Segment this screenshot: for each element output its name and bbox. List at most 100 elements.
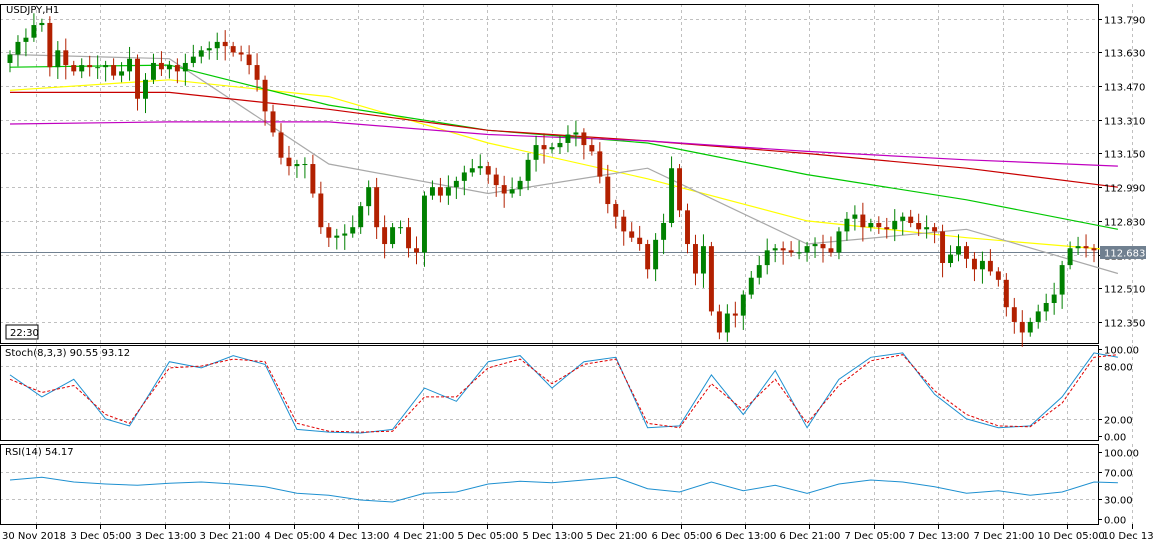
candle-body xyxy=(637,237,643,245)
stoch-label: Stoch(8,3,3) 90.55 93.12 xyxy=(5,348,130,359)
candle-body xyxy=(509,189,515,194)
candle-body xyxy=(964,246,969,259)
candle-body xyxy=(1035,311,1041,322)
y-tick-label: 20.00 xyxy=(1104,416,1133,427)
candle-body xyxy=(23,37,29,42)
candle-body xyxy=(740,294,746,316)
candle-body xyxy=(908,216,914,223)
candle-body xyxy=(525,159,531,181)
price-axis: 113.790 113.630 113.470 113.310 113.150 112.9… xyxy=(1098,16,1145,527)
candle-body xyxy=(971,258,977,270)
grid-lines xyxy=(0,4,1133,524)
x-tick-label: 5 Dec 05:00 xyxy=(458,531,519,542)
candle-body xyxy=(1011,307,1017,322)
candle-body xyxy=(198,50,204,57)
symbol-label: USDJPY,H1 xyxy=(6,5,59,16)
candle-body xyxy=(358,206,364,228)
candle-body xyxy=(302,164,308,166)
x-tick-label: 30 Nov 2018 xyxy=(2,531,66,542)
x-tick-label: 7 Dec 13:00 xyxy=(909,531,970,542)
candle-body xyxy=(804,246,810,253)
candle-body xyxy=(398,227,404,229)
x-tick-label: 7 Dec 05:00 xyxy=(845,531,906,542)
y-tick-label: 112.350 xyxy=(1104,319,1145,330)
candle-body xyxy=(270,111,276,133)
candle-body xyxy=(477,166,483,169)
y-tick-label: 100.00 xyxy=(1104,449,1139,460)
candle-body xyxy=(119,71,125,76)
candle-body xyxy=(708,246,714,312)
y-tick-label: 113.470 xyxy=(1104,83,1145,94)
candle-body xyxy=(924,227,930,230)
candle-body xyxy=(597,151,603,177)
candle-body xyxy=(716,311,722,333)
candle-body xyxy=(127,58,133,72)
rsi-label: RSI(14) 54.17 xyxy=(5,447,74,458)
candle-body xyxy=(150,62,156,80)
y-tick-label: 113.790 xyxy=(1104,16,1145,27)
candle-body xyxy=(868,222,874,228)
candle-body xyxy=(613,204,619,217)
candle-body xyxy=(756,265,762,278)
candle-body xyxy=(342,233,348,236)
candle-body xyxy=(390,227,396,245)
x-tick-label: 5 Dec 21:00 xyxy=(587,531,648,542)
panel-frames xyxy=(0,4,1099,525)
candle-body xyxy=(1027,321,1033,333)
candle-body xyxy=(15,41,21,55)
candle-body xyxy=(1003,279,1009,308)
candle-body xyxy=(1075,246,1081,249)
candle-body xyxy=(852,214,858,219)
candle-body xyxy=(748,277,754,295)
time-axis: 30 Nov 2018 3 Dec 05:00 3 Dec 13:00 3 Dec 2… xyxy=(2,524,1153,542)
candle-body xyxy=(844,218,850,232)
candle-body xyxy=(206,48,212,51)
candle-body xyxy=(1091,248,1097,251)
candle-body xyxy=(63,50,69,66)
x-tick-label: 6 Dec 05:00 xyxy=(652,531,713,542)
candle-body xyxy=(549,147,555,150)
candle-body xyxy=(166,65,172,70)
candle-body xyxy=(39,22,45,26)
x-tick-label: 4 Dec 13:00 xyxy=(329,531,390,542)
candle-body xyxy=(366,187,372,207)
candle-body xyxy=(135,58,140,99)
ma-line xyxy=(9,53,1119,275)
candle-body xyxy=(796,252,802,254)
candle-body xyxy=(693,244,698,274)
ma-line xyxy=(10,91,1118,188)
y-tick-label: 70.00 xyxy=(1104,469,1133,480)
candle-body xyxy=(406,227,411,249)
candle-body xyxy=(1051,294,1057,303)
candle-body xyxy=(932,227,938,232)
candle-body xyxy=(645,244,651,270)
y-tick-label: 112.990 xyxy=(1104,184,1145,195)
candle-body xyxy=(860,214,866,228)
candle-body xyxy=(7,54,13,63)
candle-body xyxy=(501,185,507,194)
x-tick-label: 6 Dec 21:00 xyxy=(780,531,841,542)
candle-body xyxy=(294,164,300,167)
x-tick-label: 10 Dec 13:00 xyxy=(1103,531,1153,542)
candle-body xyxy=(230,46,236,53)
candlesticks xyxy=(7,13,1097,347)
candle-body xyxy=(836,231,842,253)
candle-body xyxy=(948,254,954,263)
candle-body xyxy=(262,79,268,112)
x-tick-label: 5 Dec 13:00 xyxy=(523,531,584,542)
candle-body xyxy=(621,216,627,232)
candle-body xyxy=(1019,321,1025,333)
candle-body xyxy=(677,168,683,211)
candle-body xyxy=(1043,302,1049,312)
x-tick-label: 10 Dec 05:00 xyxy=(1038,531,1105,542)
candle-body xyxy=(103,65,109,68)
ma-line xyxy=(9,79,1118,251)
candle-body xyxy=(780,248,786,251)
x-tick-label: 6 Dec 13:00 xyxy=(716,531,777,542)
rsi-line xyxy=(9,476,1118,503)
candle-body xyxy=(573,132,579,135)
candle-body xyxy=(724,313,730,333)
candle-body xyxy=(533,145,539,160)
candle-body xyxy=(876,222,882,228)
